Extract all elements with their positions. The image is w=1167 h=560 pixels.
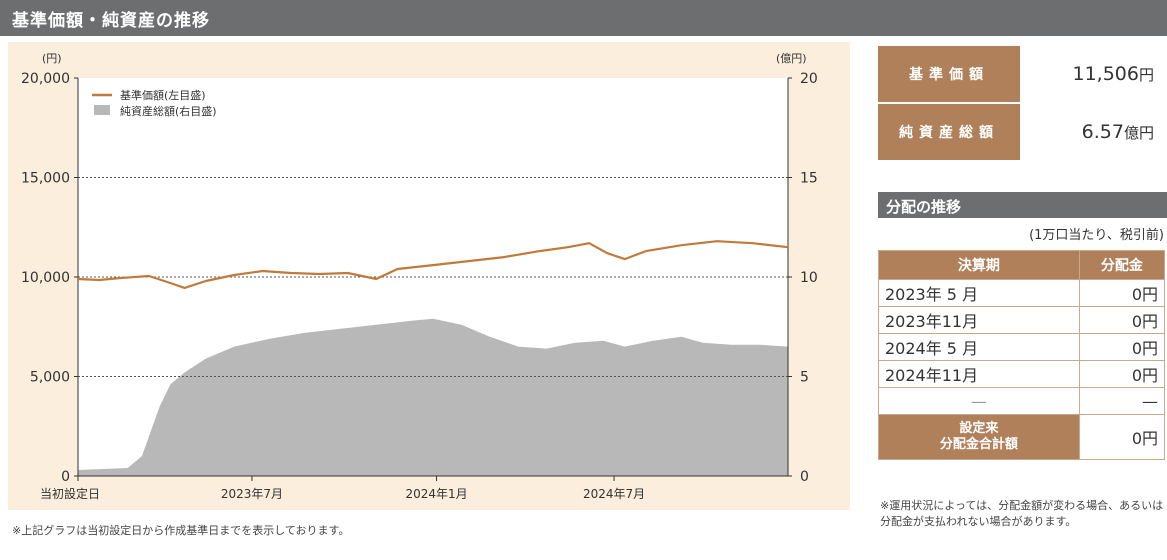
aum-value: 6.57	[1081, 121, 1124, 143]
section-title: 基準価額・純資産の推移	[12, 11, 210, 31]
table-row: 2023年11月 0円	[878, 306, 1166, 334]
col-amount: 分配金	[1078, 250, 1166, 280]
right-tick-label: 10	[800, 270, 818, 286]
row-period: 2023年11月	[878, 306, 1080, 334]
left-tick-label: 5,000	[30, 370, 70, 386]
row-amount: 0円	[1078, 360, 1166, 388]
nav-line	[77, 240, 789, 289]
total-label-line2: 分配金合計額	[939, 437, 1018, 452]
total-row: 設定来 分配金合計額 0円	[878, 414, 1166, 460]
x-tick-label: 当初設定日	[40, 486, 100, 501]
distribution-table: 決算期 分配金 2023年 5 月 0円 2023年11月 0円 2024年 5…	[878, 250, 1166, 460]
total-label: 設定来 分配金合計額	[878, 414, 1080, 460]
chart-footnote: ※上記グラフは当初設定日から作成基準日までを表示しております。	[12, 524, 350, 537]
distribution-note: (1万口当たり、税引前)	[1029, 228, 1164, 243]
row-period: —	[878, 387, 1080, 415]
distribution-footnote: ※運用状況によっては、分配金額が変わる場合、あるいは分配金が支払われない場合があ…	[880, 499, 1164, 528]
row-period: 2024年11月	[878, 360, 1080, 388]
left-tick-label: 0	[61, 469, 70, 485]
distribution-header: 分配の推移	[878, 192, 1167, 218]
aum-summary: 純資産総額 6.57 億円	[878, 104, 1167, 160]
nav-value-cell: 11,506 円	[1020, 46, 1162, 102]
total-amount: 0円	[1078, 414, 1166, 460]
distribution-title: 分配の推移	[886, 198, 962, 216]
legend-nav-label: 基準価額(左目盛)	[120, 88, 206, 102]
row-amount: 0円	[1078, 333, 1166, 361]
aum-area	[78, 318, 788, 476]
left-axis-unit: (円)	[42, 52, 62, 65]
right-tick-label: 0	[800, 469, 809, 485]
right-tick-label: 20	[800, 71, 818, 87]
x-tick-label: 2024年7月	[583, 487, 645, 501]
legend-aum-swatch	[94, 105, 110, 115]
chart-panel: 0 0 5,000 5 10,000 10 15,000 15 20,000 20 (円) (億円) 当…	[8, 42, 850, 510]
row-period: 2023年 5 月	[878, 279, 1080, 307]
aum-unit: 億円	[1123, 123, 1154, 142]
row-amount: 0円	[1078, 306, 1166, 334]
x-tick-label: 2023年7月	[221, 487, 283, 501]
left-tick-label: 15,000	[21, 171, 70, 187]
right-axis-unit: (億円)	[776, 52, 807, 65]
right-tick-label: 15	[800, 171, 818, 187]
nav-summary: 基準価額 11,506 円	[878, 46, 1167, 102]
nav-label: 基準価額	[878, 46, 1020, 102]
section-header: 基準価額・純資産の推移	[0, 0, 1167, 36]
nav-value: 11,506	[1072, 63, 1139, 85]
nav-aum-chart: 0 0 5,000 5 10,000 10 15,000 15 20,000 20 (円) (億円) 当…	[21, 52, 818, 501]
total-label-line1: 設定来	[959, 421, 999, 436]
row-amount: 0円	[1078, 279, 1166, 307]
right-tick-label: 5	[800, 370, 809, 386]
left-tick-label: 10,000	[21, 270, 70, 286]
x-tick-label: 2024年1月	[405, 487, 467, 501]
aum-value-cell: 6.57 億円	[1020, 104, 1162, 160]
table-row: 2024年11月 0円	[878, 360, 1166, 388]
aum-label: 純資産総額	[878, 104, 1020, 160]
table-row: 2023年 5 月 0円	[878, 279, 1166, 307]
left-tick-label: 20,000	[21, 71, 70, 87]
col-period: 決算期	[878, 250, 1080, 280]
nav-unit: 円	[1138, 65, 1154, 84]
table-row: — —	[878, 387, 1166, 415]
table-row: 2024年 5 月 0円	[878, 333, 1166, 361]
row-amount: —	[1078, 387, 1166, 415]
row-period: 2024年 5 月	[878, 333, 1080, 361]
legend-aum-label: 純資産総額(右目盛)	[120, 104, 217, 118]
